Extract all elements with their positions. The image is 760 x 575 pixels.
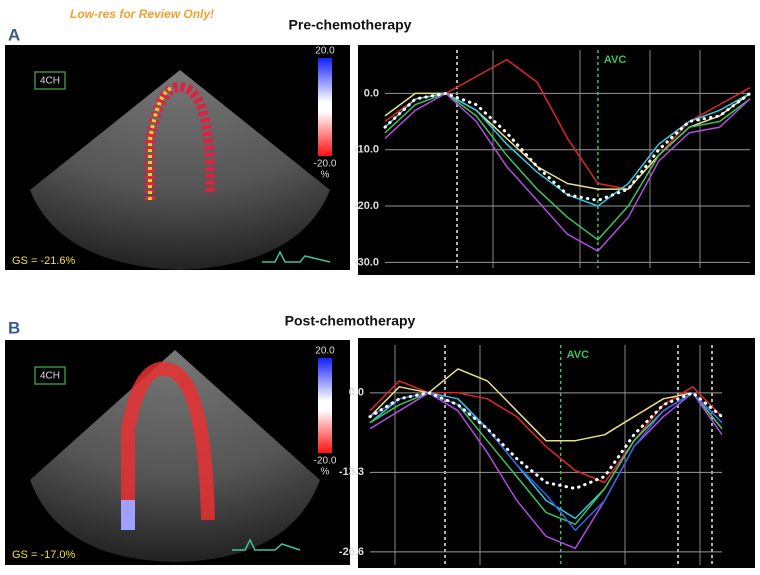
view-label: 4CH <box>40 371 60 382</box>
global-strain: GS = -17.0% <box>12 549 76 561</box>
panel-title: Post-chemotherapy <box>285 313 416 329</box>
echo-image: 4CH 20.0 -20.0 % GS = -21.6% <box>5 45 350 270</box>
panel-letter: A <box>8 25 20 44</box>
figure: Low-res for Review Only! A Pre-chemother… <box>0 0 760 570</box>
scale-min: -20.0 <box>314 159 337 170</box>
y-tick-label: 0.0 <box>364 87 379 99</box>
avc-label: AVC <box>604 54 626 66</box>
y-tick-label: -30.0 <box>354 256 379 268</box>
view-label: 4CH <box>40 76 60 87</box>
avc-label: AVC <box>567 349 589 361</box>
panel-title: Pre-chemotherapy <box>289 17 412 33</box>
scale-unit: % <box>321 170 330 181</box>
echo-image: 4CH 20.0 -20.0 % GS = -17.0% <box>5 340 350 565</box>
scale-min: -20.0 <box>314 456 337 467</box>
y-tick-label: -26.6 <box>339 546 364 558</box>
y-tick-label: -20.0 <box>354 200 379 212</box>
y-tick-label: -13.3 <box>339 466 364 478</box>
global-strain: GS = -21.6% <box>12 255 76 267</box>
page: {"watermark": "Low-res for Review Only!"… <box>0 0 760 575</box>
watermark: Low-res for Review Only! <box>70 7 214 21</box>
chart-background <box>358 45 755 275</box>
y-tick-label: 0.0 <box>349 387 364 399</box>
y-tick-label: -10.0 <box>354 144 379 156</box>
chart-background <box>358 338 755 568</box>
panel-letter: B <box>8 318 20 337</box>
scale-unit: % <box>321 467 330 478</box>
scale-max: 20.0 <box>315 346 335 357</box>
scale-max: 20.0 <box>315 46 335 57</box>
